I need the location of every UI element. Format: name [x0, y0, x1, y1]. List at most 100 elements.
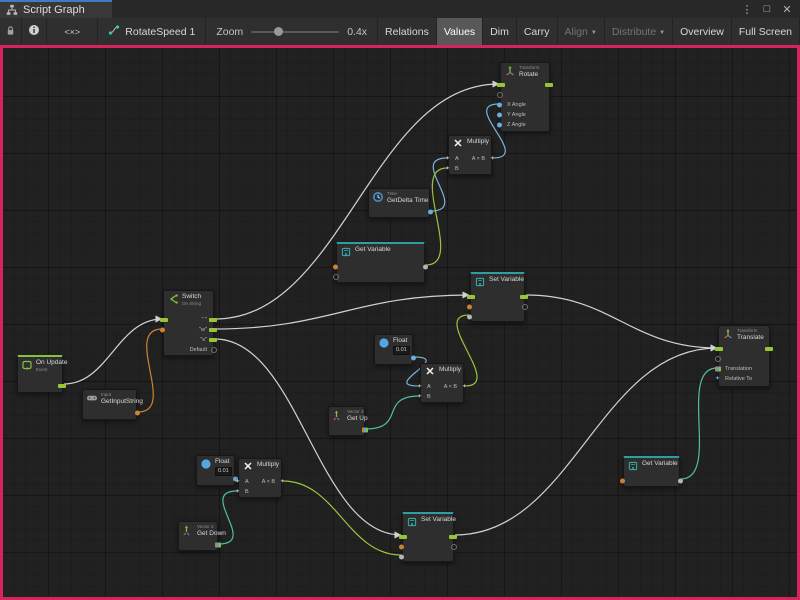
port-ring[interactable]: [497, 92, 503, 98]
port-star-any[interactable]: ✦: [417, 384, 423, 390]
toolbar-button-label: Overview: [680, 25, 724, 38]
port-bar-flow[interactable]: [209, 318, 217, 322]
inspect-button[interactable]: [22, 18, 48, 45]
zoom-to-fit-button[interactable]: <×>: [47, 18, 99, 45]
port-dot-string[interactable]: [399, 544, 404, 550]
port-dot-string[interactable]: [333, 264, 338, 270]
port-dot-string[interactable]: [160, 327, 165, 333]
wire-string: [137, 328, 163, 413]
port-bar-flow[interactable]: [449, 535, 457, 539]
port-bar-flow[interactable]: [497, 83, 505, 87]
node-header-text: Transform Rotate: [519, 65, 539, 78]
float-value-input[interactable]: 0.01: [393, 345, 410, 355]
node-getUp[interactable]: Vector 3 Get Up: [328, 406, 368, 436]
close-button[interactable]: ✕: [782, 3, 792, 16]
node-multBottom[interactable]: ✕ Multiply ✦ A ✦ A × B ✦ B: [235, 458, 285, 498]
toolbar-button-full-screen[interactable]: Full Screen: [732, 18, 800, 45]
port-dot-float[interactable]: [233, 476, 238, 482]
node-multTop[interactable]: ✕ Multiply ✦ A ✦ A × B ✦ B: [445, 135, 495, 175]
window-menu-button[interactable]: ⋮: [741, 3, 753, 16]
node-eyebrow: Vector 3: [197, 524, 214, 529]
port-bar-flow[interactable]: [399, 535, 407, 539]
node-translate[interactable]: Transform Translate Translation ✦ Relative T…: [715, 325, 773, 387]
port-bar-flow[interactable]: [765, 347, 773, 351]
port-star-any[interactable]: ✦: [279, 479, 285, 485]
toolbar-button-carry[interactable]: Carry: [517, 18, 558, 45]
node-getVarRight[interactable]: Get Variable: [620, 456, 683, 487]
node-floatBottom[interactable]: Float 0.01: [196, 455, 238, 486]
port-label: "w": [199, 327, 207, 333]
variable-icon: [340, 246, 352, 258]
port-dot-float[interactable]: [497, 102, 502, 108]
node-header-text: Get Variable: [355, 246, 391, 254]
port-star-any[interactable]: ✦: [417, 394, 423, 400]
port-bar-flow[interactable]: [467, 295, 475, 299]
port-vec3[interactable]: [215, 542, 221, 548]
port-dot-any[interactable]: [467, 314, 472, 320]
tab-script-graph[interactable]: Script Graph: [0, 0, 112, 18]
lock-button[interactable]: [0, 18, 22, 45]
port-bar-flow[interactable]: [520, 295, 528, 299]
port-dot-float[interactable]: [497, 112, 502, 118]
toolbar-button-dim[interactable]: Dim: [483, 18, 517, 45]
zoom-slider[interactable]: [251, 26, 340, 36]
caret-down-icon: ▼: [590, 29, 597, 36]
port-star-any[interactable]: ✦: [445, 156, 451, 162]
node-onUpdate[interactable]: On Update Event: [17, 355, 67, 393]
port-dot-float[interactable]: [428, 209, 433, 215]
port-dot-any[interactable]: [423, 264, 428, 270]
node-header: On Update Event: [18, 357, 67, 381]
port-star-any[interactable]: ✦: [235, 479, 241, 485]
node-multMid[interactable]: ✕ Multiply ✦ A ✦ A × B ✦ B: [417, 363, 467, 403]
graph-name-button[interactable]: RotateSpeed 1: [98, 18, 207, 45]
node-setVarBottom[interactable]: Set Variable: [399, 512, 457, 562]
toolbar-button-relations[interactable]: Relations: [378, 18, 437, 45]
port-star-any[interactable]: ✦: [461, 384, 467, 390]
transform-icon: [504, 65, 516, 77]
port-bar-flow[interactable]: [209, 338, 217, 342]
node-floatMid[interactable]: Float 0.01: [374, 334, 416, 365]
zoom-slider-handle[interactable]: [273, 26, 283, 36]
port-star-any[interactable]: ✦: [445, 166, 451, 172]
toolbar-button-overview[interactable]: Overview: [673, 18, 732, 45]
port-bar-flow[interactable]: [715, 347, 723, 351]
port-ring[interactable]: [715, 356, 721, 362]
toolbar-button-values[interactable]: Values: [436, 18, 484, 45]
port-bar-flow[interactable]: [545, 83, 553, 87]
port-bar-flow[interactable]: [160, 318, 168, 322]
port-dot-string[interactable]: [620, 478, 625, 484]
port-dot-float[interactable]: [411, 355, 416, 361]
port-ring[interactable]: [522, 304, 528, 310]
port-dot-any[interactable]: [399, 554, 404, 560]
port-dot-float[interactable]: [497, 122, 502, 128]
node-getInput[interactable]: Input GetInputString: [82, 389, 143, 420]
port-dot-string[interactable]: [135, 410, 140, 416]
port-star-any[interactable]: ✦: [235, 489, 241, 495]
port-bar-flow[interactable]: [209, 328, 217, 332]
port-ring[interactable]: [211, 347, 217, 353]
port-vec3[interactable]: [362, 427, 368, 433]
port-star-float[interactable]: ✦: [715, 376, 721, 382]
float-value-input[interactable]: 0.01: [215, 466, 232, 476]
node-deltaTime[interactable]: Time GetDelta Time: [368, 188, 433, 218]
toolbar-button-distribute[interactable]: Distribute ▼: [605, 18, 674, 45]
port-label: A: [427, 384, 431, 390]
node-switch[interactable]: Switch On String " " "w" "s" Default: [160, 290, 217, 356]
port-ring[interactable]: [451, 544, 457, 550]
port-star-any[interactable]: ✦: [489, 156, 495, 162]
node-header: Get Variable: [337, 244, 424, 262]
port-bar-flow[interactable]: [58, 384, 66, 388]
node-header-text: Vector 3 Get Down: [197, 524, 226, 537]
graph-canvas[interactable]: On Update Event Input GetInputString Switch O…: [0, 45, 800, 600]
port-dot-any[interactable]: [678, 478, 683, 484]
port-vec3[interactable]: [715, 366, 721, 372]
node-getVarMid[interactable]: Get Variable: [333, 242, 428, 283]
toolbar-button-align[interactable]: Align ▼: [558, 18, 605, 45]
node-setVarMid[interactable]: Set Variable: [467, 272, 528, 322]
port-dot-string[interactable]: [467, 304, 472, 310]
multiply-icon: ✕: [243, 461, 253, 473]
node-getDown[interactable]: Vector 3 Get Down: [178, 521, 226, 551]
maximize-button[interactable]: □: [763, 3, 771, 15]
port-ring[interactable]: [333, 274, 339, 280]
node-rotate[interactable]: Transform Rotate X Angle Y Angle Z Angle: [497, 62, 553, 132]
